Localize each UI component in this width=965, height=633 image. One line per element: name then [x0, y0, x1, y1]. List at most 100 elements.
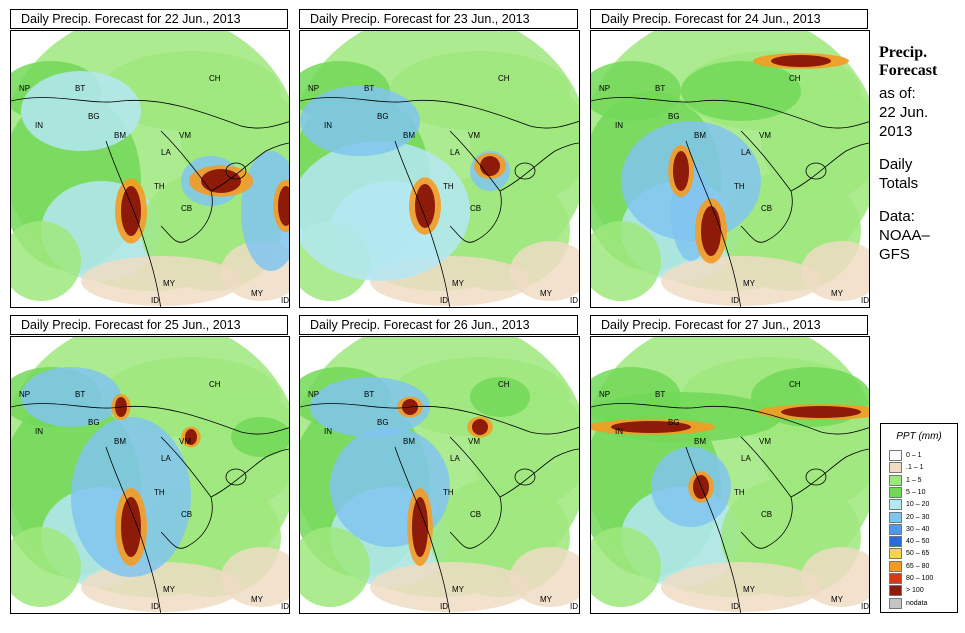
island-outline: [514, 468, 536, 486]
map-label: ID: [440, 602, 448, 611]
precip-map-svg: NP BT IN BG BM CH VM LA TH CB MY ID MY ID: [591, 31, 869, 307]
legend-row: 50 – 65: [889, 548, 955, 560]
coastline: [210, 448, 289, 498]
precip-area: [591, 221, 661, 301]
precip-map-svg: NP BT IN BG BM CH VM LA TH CB MY ID MY ID: [11, 337, 289, 613]
legend-row: 1 – 5: [889, 474, 955, 486]
island-outline: [225, 468, 247, 486]
island-outline: [805, 468, 827, 486]
map-label: CH: [789, 74, 801, 83]
legend-row: .1 – 1: [889, 462, 955, 474]
legend-label: 20 – 30: [906, 513, 930, 521]
legend-swatch: [889, 548, 902, 560]
map-label: NP: [19, 84, 30, 93]
map-label: TH: [734, 488, 745, 497]
legend-row: 10 – 20: [889, 499, 955, 511]
map-label: BG: [377, 418, 389, 427]
map-label: MY: [831, 289, 844, 298]
coastline: [790, 142, 869, 192]
map-label: BT: [75, 84, 85, 93]
legend-swatch: [889, 486, 902, 498]
legend-row: 80 – 100: [889, 573, 955, 584]
map-label: CB: [470, 510, 481, 519]
precip-area: [21, 367, 121, 427]
map-label: BG: [668, 418, 680, 427]
legend-swatch: [889, 511, 902, 523]
precip-area: [761, 81, 869, 201]
coastline: [160, 436, 213, 549]
precip-map: NP BT IN BG BM CH VM LA TH CB MY ID MY ID: [299, 336, 580, 614]
precip-area: [370, 562, 530, 612]
precip-core: [781, 406, 861, 418]
legend-row: 65 – 80: [889, 560, 955, 572]
legend-row: > 100: [889, 585, 955, 597]
legend-title: PPT (mm): [896, 431, 942, 442]
legend-row: 40 – 50: [889, 536, 955, 548]
map-label: ID: [151, 296, 159, 305]
border-line: [300, 97, 579, 129]
legend-swatch: [889, 523, 902, 535]
map-label: TH: [443, 182, 454, 191]
map-label: MY: [452, 585, 465, 594]
legend-label: nodata: [906, 599, 928, 607]
map-label: IN: [324, 121, 332, 130]
map-label: VM: [759, 437, 771, 446]
map-label: ID: [151, 602, 159, 611]
legend-row: 0 – 1: [889, 450, 955, 461]
panel-title: Daily Precip. Forecast for 26 Jun., 2013: [299, 315, 578, 335]
precip-core: [415, 184, 435, 228]
legend-swatch: [889, 585, 902, 597]
island-outline: [225, 162, 247, 180]
precip-area: [470, 387, 579, 507]
map-label: LA: [741, 454, 751, 463]
map-label: VM: [468, 437, 480, 446]
precip-area: [21, 71, 141, 151]
precip-area: [310, 377, 430, 437]
map-label: ID: [281, 296, 289, 305]
border-line: [591, 97, 869, 129]
island-outline: [805, 162, 827, 180]
map-label: NP: [308, 390, 319, 399]
map-label: NP: [308, 84, 319, 93]
map-label: BT: [75, 390, 85, 399]
precip-area: [300, 141, 470, 281]
precip-core: [121, 186, 141, 236]
coastline: [499, 142, 579, 192]
asof-year: 2013: [879, 123, 913, 140]
legend-row: nodata: [889, 597, 955, 609]
coastline: [740, 436, 793, 549]
precip-map-svg: NP BT IN BG BM CH VM LA TH CB MY ID MY ID: [300, 31, 579, 307]
map-label: CB: [181, 204, 192, 213]
sidebar-heading: Precip.: [879, 44, 928, 61]
legend-label: 50 – 65: [906, 550, 930, 558]
map-label: CH: [789, 380, 801, 389]
precip-area: [181, 387, 289, 507]
map-label: MY: [163, 585, 176, 594]
precip-map: NP BT IN BG BM CH VM LA TH CB MY ID MY ID: [590, 30, 870, 308]
ppt-legend: PPT (mm) 0 – 1 .1 – 1 1 – 5 5 – 10 10 – 20 20…: [880, 423, 958, 613]
legend-row: 30 – 40: [889, 523, 955, 535]
map-label: ID: [731, 602, 739, 611]
precip-area: [81, 562, 241, 612]
legend-label: 10 – 20: [906, 501, 930, 509]
panel-title: Daily Precip. Forecast for 25 Jun., 2013: [10, 315, 288, 335]
precip-core: [278, 186, 289, 226]
precip-map: NP BT IN BG BM CH VM LA TH CB MY ID MY ID: [590, 336, 870, 614]
legend-label: 80 – 100: [906, 575, 934, 582]
map-label: NP: [599, 390, 610, 399]
legend-label: 65 – 80: [906, 562, 930, 570]
map-label: TH: [443, 488, 454, 497]
border-line: [11, 403, 289, 435]
precip-area: [661, 562, 821, 612]
map-label: MY: [251, 595, 264, 604]
precip-core: [121, 497, 141, 557]
map-label: IN: [615, 121, 623, 130]
precip-core: [472, 419, 488, 435]
map-label: BM: [403, 437, 415, 446]
legend-swatch: [889, 474, 902, 486]
map-label: VM: [468, 131, 480, 140]
precip-core: [412, 497, 428, 557]
map-label: ID: [570, 296, 578, 305]
map-label: MY: [831, 595, 844, 604]
precip-area: [470, 377, 530, 417]
